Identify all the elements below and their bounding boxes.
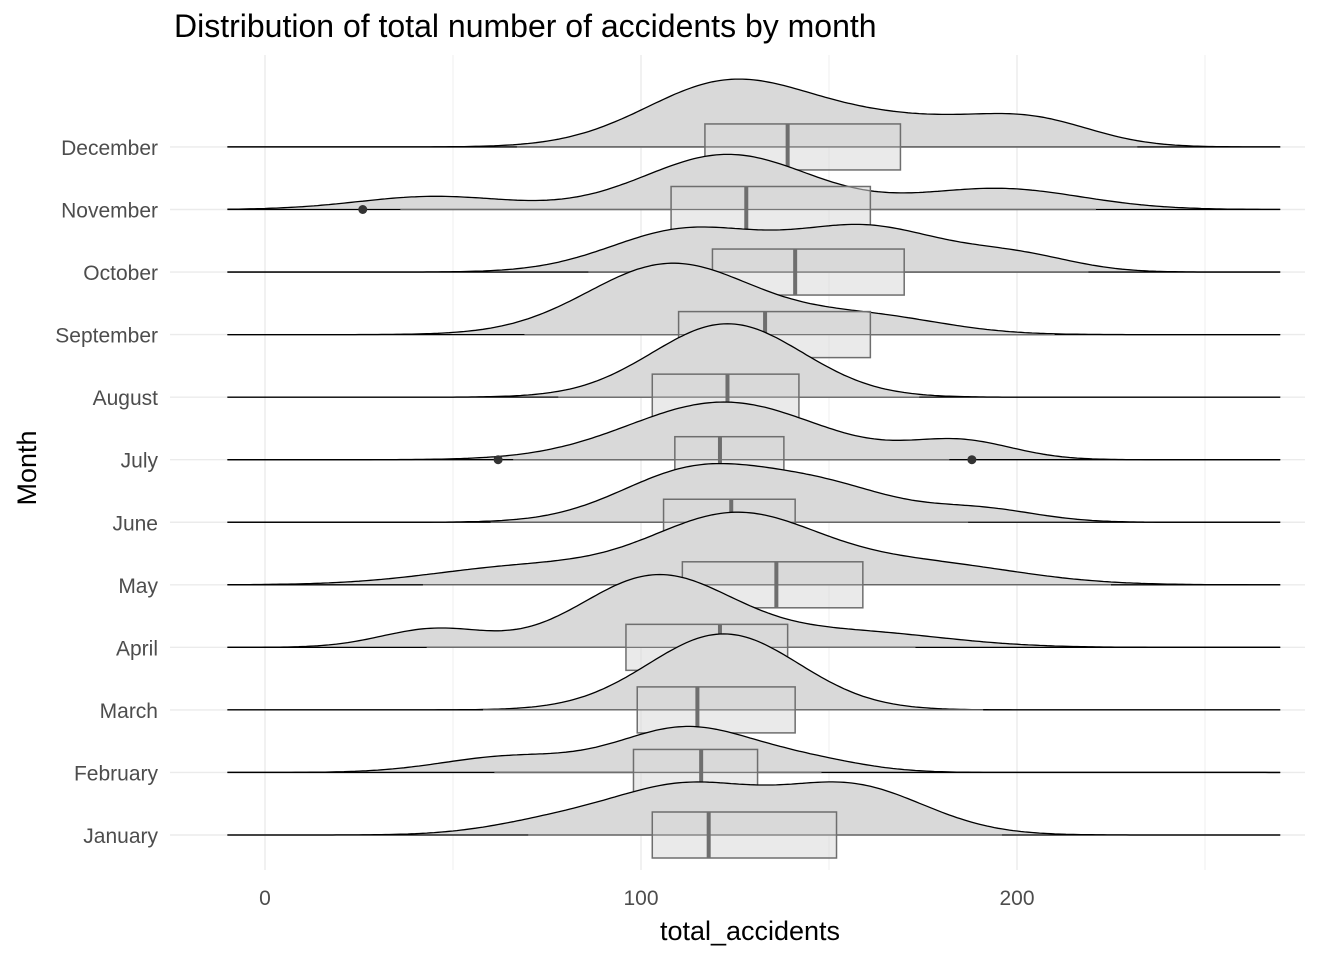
x-tick-label: 0 — [259, 887, 271, 910]
y-tick-label: December — [61, 137, 158, 160]
y-axis-ticks: January February March April May June July Augu… — [55, 137, 158, 848]
density-fill — [227, 79, 1281, 147]
y-tick-label: October — [83, 262, 158, 285]
outlier-point — [967, 455, 977, 465]
density-ridges — [227, 78, 1281, 859]
density-fill — [227, 781, 1281, 835]
box — [636, 686, 796, 734]
x-axis-label: total_accidents — [660, 916, 840, 946]
y-tick-label: May — [118, 575, 158, 598]
box — [651, 811, 838, 859]
outlier-point — [493, 455, 503, 465]
y-tick-label: March — [100, 700, 158, 723]
y-tick-label: June — [112, 512, 158, 535]
y-tick-label: February — [74, 762, 159, 785]
chart-title: Distribution of total number of accident… — [174, 8, 877, 44]
outlier-point — [358, 205, 368, 214]
ridge-october — [227, 223, 1281, 296]
y-axis-label: Month — [12, 430, 42, 505]
density-fill — [227, 154, 1281, 210]
ridge-november — [227, 153, 1281, 234]
x-axis-ticks: 0 100 200 — [259, 887, 1034, 910]
density-fill — [227, 463, 1281, 523]
y-tick-label: January — [83, 825, 158, 848]
density-fill — [227, 512, 1281, 585]
x-tick-label: 200 — [999, 887, 1034, 910]
ridge-march — [227, 633, 1281, 734]
y-tick-label: April — [116, 637, 158, 660]
density-fill — [227, 633, 1281, 710]
density-fill — [227, 323, 1281, 398]
density-fill — [227, 402, 1281, 460]
density-fill — [227, 263, 1281, 335]
ridge-january — [227, 781, 1281, 859]
ridge-july — [227, 401, 1281, 484]
y-tick-label: July — [121, 450, 159, 473]
density-fill — [227, 574, 1281, 648]
density-line — [227, 511, 1281, 586]
y-tick-label: September — [55, 325, 158, 348]
y-tick-label: August — [93, 387, 159, 410]
density-line — [227, 153, 1281, 211]
y-tick-label: November — [61, 200, 158, 223]
density-fill — [227, 224, 1281, 273]
x-tick-label: 100 — [623, 887, 658, 910]
ridge-may — [227, 511, 1281, 609]
